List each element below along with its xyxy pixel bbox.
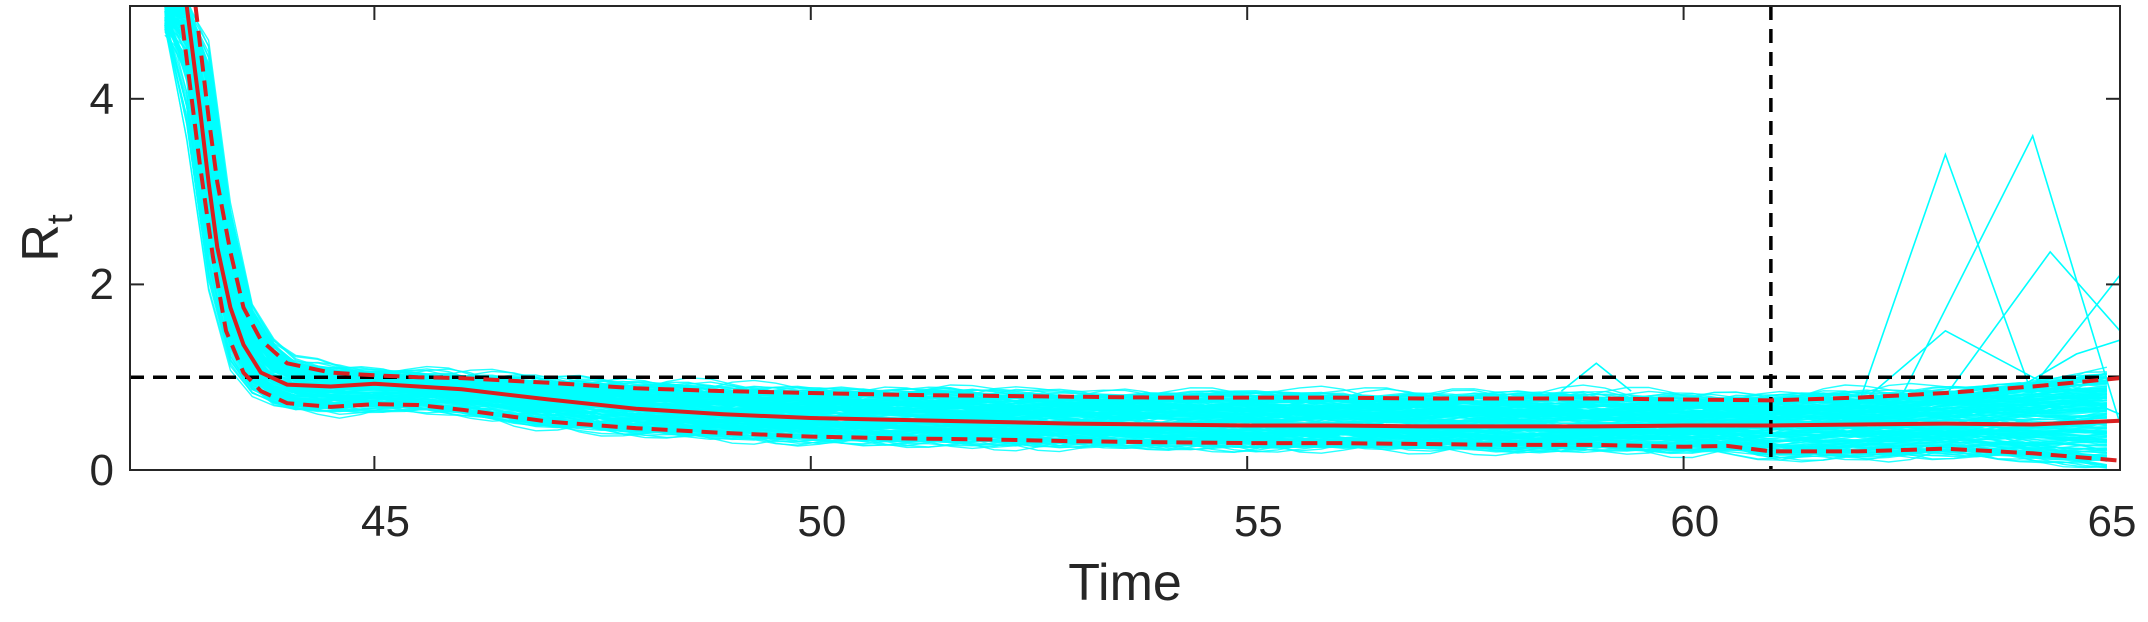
median-line (184, 6, 2120, 429)
plot-frame (129, 5, 2121, 471)
upper-bound-line (193, 6, 2120, 403)
ensemble-trace (164, 10, 2107, 438)
y-axis-title-subscript: t (39, 214, 80, 224)
ensemble-trace (164, 10, 2107, 442)
outlier-trace (1560, 362, 1632, 392)
outlier-trace (1901, 133, 2120, 424)
y-axis-title-main: R (12, 224, 70, 262)
outlier-spikes (1560, 133, 2120, 424)
y-tick-label: 0 (90, 446, 114, 495)
outlier-trace (1857, 329, 2120, 416)
plot-area (130, 6, 2120, 470)
x-tick-label: 55 (1234, 497, 1283, 546)
x-tick-label: 45 (361, 497, 410, 546)
x-tick-label: 60 (1670, 497, 1719, 546)
ensemble-trace (164, 6, 2107, 416)
summary-lines (180, 6, 2120, 463)
lower-bound-line (180, 24, 2120, 463)
axis-ticks (130, 6, 2121, 471)
outlier-trace (2032, 274, 2120, 387)
y-tick-label: 2 (90, 260, 114, 309)
ensemble-trace (164, 6, 2108, 420)
x-tick-label: 65 (2088, 497, 2137, 546)
x-tick-label: 50 (797, 497, 846, 546)
x-axis-title: Time (1068, 554, 1182, 612)
y-axis-title: Rt (12, 214, 80, 262)
y-tick-label: 4 (90, 75, 114, 124)
ensemble-trace (176, 6, 2107, 410)
ensemble-trace (164, 6, 2107, 420)
